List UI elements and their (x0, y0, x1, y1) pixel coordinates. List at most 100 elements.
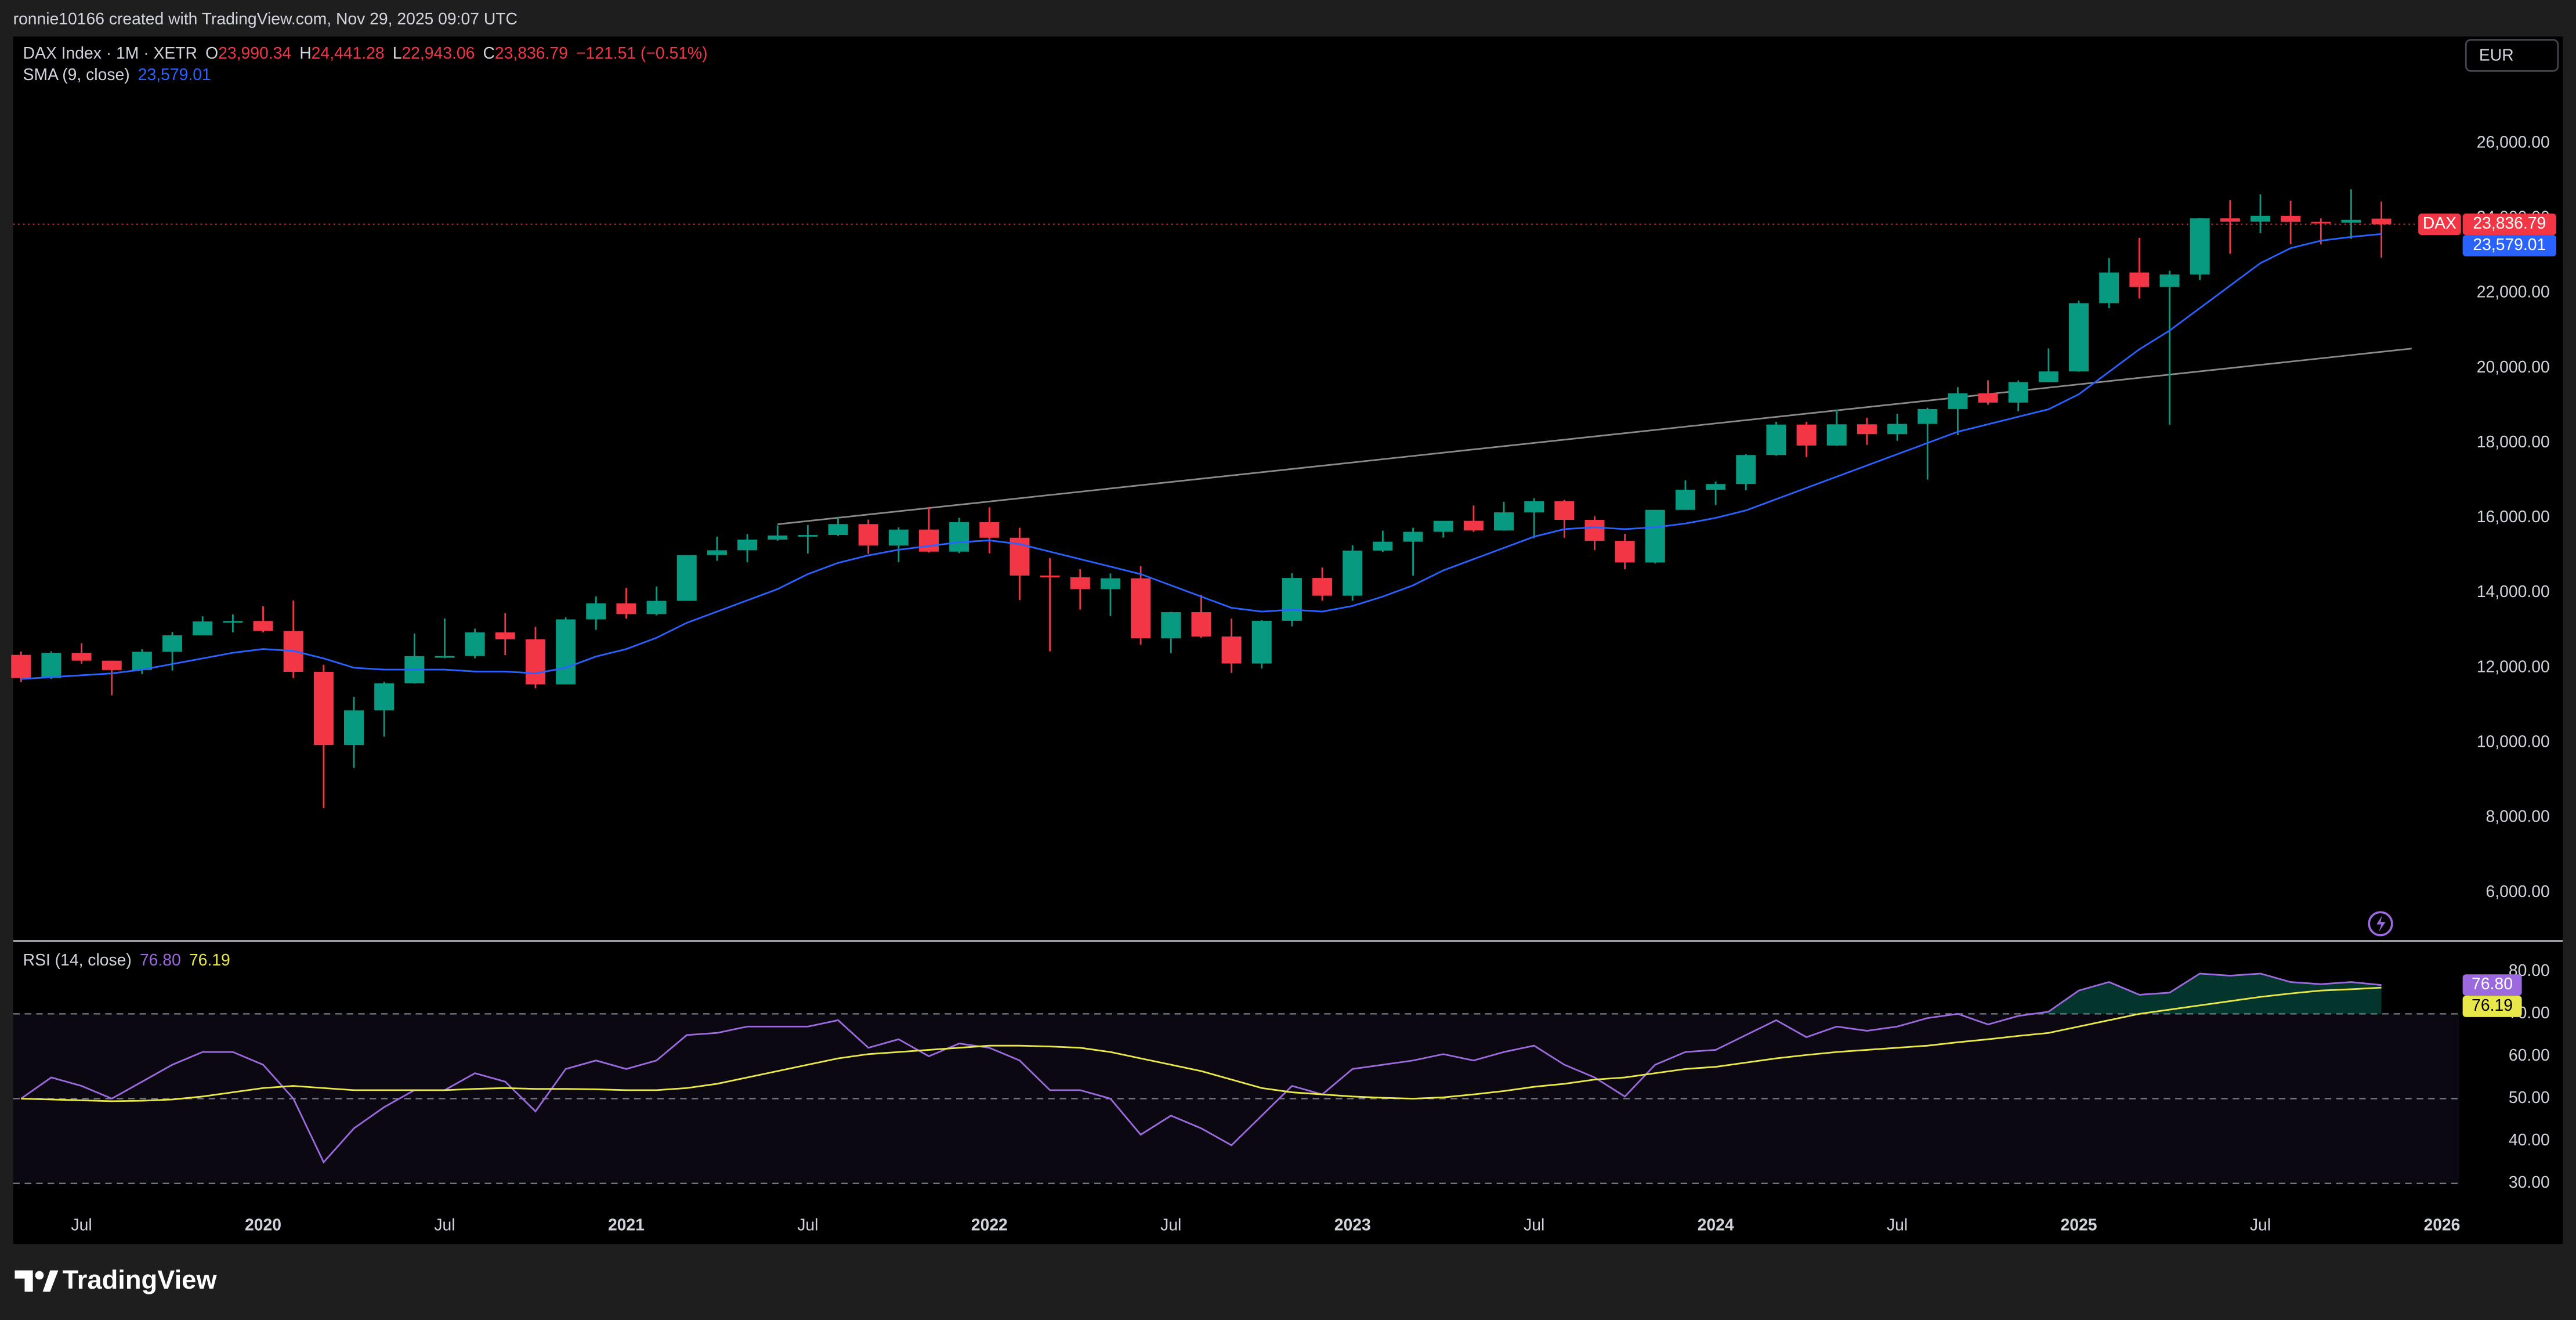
candle-body (465, 632, 485, 656)
y-tick-label: 6,000.00 (2486, 882, 2550, 901)
candle-body (71, 653, 92, 661)
candle-body (1706, 484, 1726, 490)
candle-body (1100, 578, 1120, 590)
rsi-ma-tag-label: 76.19 (2472, 996, 2513, 1014)
candle-body (1736, 455, 1756, 484)
trend-line (777, 348, 2412, 525)
candle-body (2038, 371, 2058, 382)
candle-body (193, 621, 213, 635)
candle-body (2250, 215, 2270, 222)
candle-body (162, 635, 183, 652)
symbol: DAX Index · 1M · XETR (23, 44, 197, 63)
candle-body (2008, 382, 2028, 403)
candle-body (1887, 424, 1908, 435)
rsi-tag (2462, 974, 2522, 996)
candle-body (1917, 408, 1938, 424)
candle-body (1826, 424, 1847, 446)
candle-body (1645, 509, 1665, 563)
y-tick-label: 50.00 (2509, 1088, 2550, 1106)
candle-body (102, 660, 122, 670)
candle-body (2129, 272, 2150, 287)
candle-body (1615, 541, 1635, 563)
sma-line (21, 233, 2382, 680)
candle-body (2099, 272, 2119, 303)
x-tick-label: Jul (2250, 1215, 2271, 1234)
candle-body (1857, 424, 1877, 435)
alert-bolt (2376, 915, 2386, 932)
candle-body (1312, 578, 1333, 596)
sma-tag-label: 23,579.01 (2473, 235, 2546, 254)
y-tick-label: 10,000.00 (2477, 732, 2550, 751)
sma-name: SMA (9, close) (23, 65, 130, 84)
candle-body (2341, 219, 2361, 223)
logo-slash (42, 1270, 59, 1292)
x-tick-label: 2021 (608, 1215, 645, 1234)
credit: ronnie10166 created with TradingView.com… (13, 9, 518, 28)
ohlc-key: L (393, 44, 402, 63)
candle-body (707, 550, 727, 555)
x-tick-label: 2020 (245, 1215, 281, 1234)
x-tick-label: 2023 (1334, 1215, 1371, 1234)
rsi-tag-label: 76.80 (2472, 974, 2513, 993)
candle-body (1373, 541, 1393, 551)
candle-body (1554, 501, 1575, 520)
rsi-ma-line (21, 986, 2382, 1102)
y-tick-label: 8,000.00 (2486, 807, 2550, 826)
rsi-legend: RSI (14, close) 76.80 76.19 (23, 951, 230, 970)
candle-body (1524, 501, 1544, 513)
y-tick-label: 20,000.00 (2477, 357, 2550, 376)
sma-value: 23,579.01 (138, 65, 211, 84)
candle-body (1584, 520, 1605, 541)
candle-body (1343, 550, 1363, 596)
candle-body (253, 621, 273, 631)
candle-body (2190, 218, 2210, 275)
candle-body (1433, 520, 1453, 532)
candle-body (1191, 612, 1211, 637)
candle-body (2069, 303, 2089, 372)
x-tick-label: Jul (1887, 1215, 1908, 1234)
candle-body (1948, 393, 1968, 409)
logo-dot (35, 1271, 44, 1280)
candle-body (676, 555, 697, 601)
x-tick-label: 2022 (971, 1215, 1008, 1234)
alert-icon[interactable] (2368, 911, 2393, 936)
candle-body (2311, 222, 2331, 224)
currency[interactable]: EUR (2479, 45, 2514, 64)
x-tick-label: 2025 (2061, 1215, 2097, 1234)
brand: TradingView (63, 1265, 218, 1294)
x-tick-label: Jul (1524, 1215, 1544, 1234)
candle-body (1161, 612, 1181, 639)
ohlc-key: H (299, 44, 311, 63)
candle-body (586, 603, 606, 620)
price-legend: DAX Index · 1M · XETR O23,990.34 H24,441.2… (23, 44, 708, 63)
symbol-tag (2418, 214, 2461, 235)
candle-body (1403, 531, 1423, 542)
y-tick-label: 16,000.00 (2477, 507, 2550, 526)
candle-body (1221, 636, 1242, 664)
price-tag (2462, 214, 2557, 235)
y-tick-label: 18,000.00 (2477, 432, 2550, 451)
candle-body (435, 656, 455, 658)
rsi-ma-value: 76.19 (189, 951, 230, 970)
currency-button[interactable] (2465, 39, 2559, 72)
candle-body (949, 522, 969, 552)
candle-body (979, 522, 1000, 538)
overbought-fill (1958, 973, 2382, 1014)
candle-body (2220, 218, 2240, 222)
candle-body (888, 529, 909, 546)
ohlc-value: 24,441.28 (312, 44, 385, 63)
change: −121.51 (−0.51%) (576, 44, 708, 63)
candle-body (616, 603, 636, 614)
candle-body (1463, 520, 1484, 531)
candle-body (828, 524, 848, 536)
ohlc-key: C (483, 44, 494, 63)
logo-mark (15, 1270, 33, 1292)
logo (15, 1270, 59, 1292)
price-tag-label: 23,836.79 (2473, 214, 2546, 232)
x-tick-label: Jul (71, 1215, 92, 1234)
candle-body (1494, 512, 1514, 531)
candle-body (1070, 577, 1090, 590)
x-tick-label: Jul (434, 1215, 455, 1234)
y-tick-label: 30.00 (2509, 1173, 2550, 1191)
